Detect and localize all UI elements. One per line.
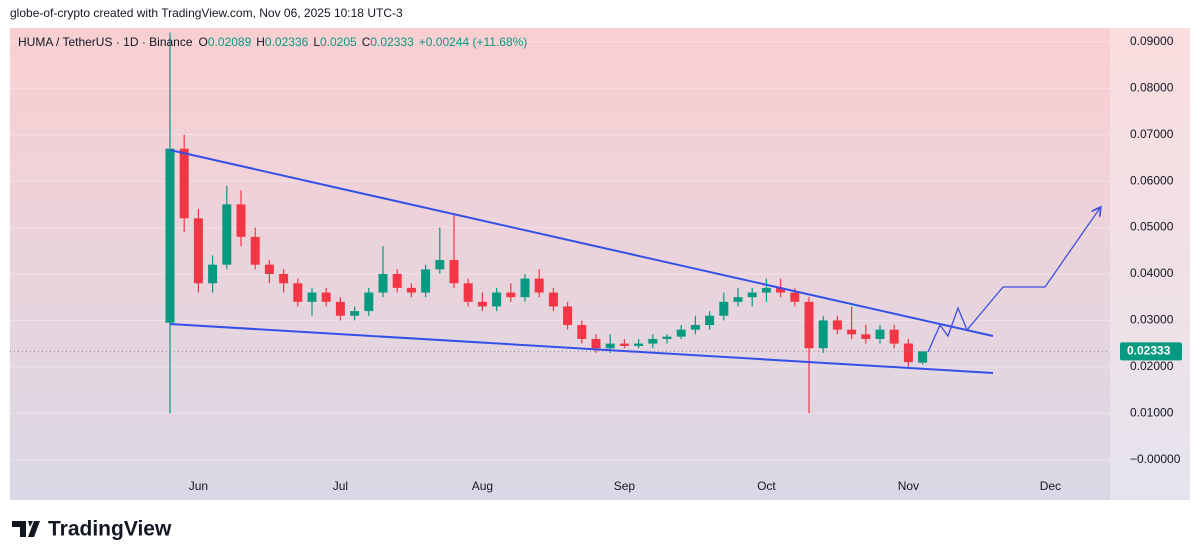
candle-body bbox=[392, 273, 402, 288]
candle-body bbox=[719, 301, 729, 316]
logo-text: TradingView bbox=[48, 518, 172, 541]
last-price-label: 0.02333 bbox=[1127, 344, 1171, 358]
candle-body bbox=[406, 287, 416, 293]
x-tick-label: Dec bbox=[1040, 479, 1061, 493]
candle-body bbox=[364, 292, 374, 312]
candle-body bbox=[208, 264, 218, 284]
y-tick-label: 0.04000 bbox=[1130, 266, 1174, 280]
candle-body bbox=[193, 218, 203, 284]
candle-body bbox=[861, 334, 871, 339]
x-tick-label: Aug bbox=[472, 479, 493, 493]
candle-body bbox=[179, 148, 189, 219]
y-tick-label: 0.06000 bbox=[1130, 173, 1174, 187]
y-tick-label: −0.00000 bbox=[1130, 452, 1181, 466]
candle-body bbox=[548, 292, 558, 307]
candle-body bbox=[307, 292, 317, 302]
candle-body bbox=[449, 260, 459, 284]
candle-body bbox=[690, 325, 700, 330]
ohlc-value: 0.02336 bbox=[265, 35, 309, 49]
ohlc-letter: H bbox=[256, 35, 265, 49]
candle-body bbox=[847, 329, 857, 335]
candle-body bbox=[705, 315, 715, 326]
candle-body bbox=[875, 329, 885, 339]
y-tick-label: 0.02000 bbox=[1130, 359, 1174, 373]
projection-path bbox=[927, 208, 1100, 353]
ohlc-letter: O bbox=[199, 35, 208, 49]
ohlc-letter: C bbox=[362, 35, 371, 49]
candle-body bbox=[279, 273, 289, 284]
y-tick-label: 0.07000 bbox=[1130, 127, 1174, 141]
candle-body bbox=[832, 320, 842, 330]
candle-body bbox=[605, 343, 615, 349]
ohlc-letter: L bbox=[313, 35, 320, 49]
y-tick-label: 0.03000 bbox=[1130, 313, 1174, 327]
candle-body bbox=[648, 338, 658, 344]
y-tick-label: 0.09000 bbox=[1130, 34, 1174, 48]
candle-body bbox=[463, 283, 473, 302]
candle-body bbox=[747, 292, 757, 298]
candle-body bbox=[790, 292, 800, 302]
last-price-tag bbox=[1120, 342, 1182, 361]
candle-body bbox=[520, 278, 530, 298]
candle-body bbox=[889, 329, 899, 344]
ohlc-value: 0.02333 bbox=[370, 35, 414, 49]
candle-body bbox=[761, 287, 771, 293]
candle-body bbox=[264, 264, 274, 274]
candle-body bbox=[350, 311, 360, 316]
candle-body bbox=[903, 343, 913, 363]
candle-body bbox=[662, 336, 672, 339]
plot-area bbox=[10, 28, 1110, 500]
x-tick-label: Sep bbox=[614, 479, 636, 493]
candle-body bbox=[293, 283, 303, 302]
candle-body bbox=[591, 338, 601, 349]
change: +0.00244 (+11.68%) bbox=[419, 35, 528, 49]
symbol: HUMA / TetherUS · 1D · Binance bbox=[18, 35, 193, 49]
candle-body bbox=[335, 301, 345, 316]
candle-body bbox=[222, 204, 232, 265]
candle-body bbox=[236, 204, 246, 237]
candle-body bbox=[435, 260, 445, 270]
x-tick-label: Jul bbox=[333, 479, 348, 493]
upper-trendline bbox=[169, 149, 994, 337]
candle-body bbox=[733, 297, 743, 302]
candle-body bbox=[421, 269, 431, 293]
chart: −0.00000 0.01000 0.02000 0.03000 0.04000 0.05… bbox=[10, 32, 1182, 493]
lower-trendline bbox=[169, 323, 994, 374]
candle-body bbox=[918, 351, 928, 363]
price-axis-area bbox=[1110, 28, 1190, 500]
symbol-header: HUMA / TetherUS · 1D · Binance O0.02089 H0… bbox=[18, 35, 527, 49]
candle-body bbox=[378, 273, 388, 293]
candle-body bbox=[250, 236, 260, 265]
candle-body bbox=[534, 278, 544, 293]
candle-body bbox=[619, 343, 629, 346]
candle-body bbox=[165, 148, 175, 323]
candle-body bbox=[492, 292, 502, 307]
candle-body bbox=[776, 287, 786, 293]
candle-body bbox=[818, 320, 828, 349]
candle-body bbox=[676, 329, 686, 337]
y-tick-label: 0.08000 bbox=[1130, 81, 1174, 95]
watermark: globe-of-crypto created with TradingView… bbox=[10, 6, 403, 20]
candle-body bbox=[804, 301, 814, 349]
x-tick-label: Nov bbox=[898, 479, 919, 493]
ohlc-value: 0.0205 bbox=[320, 35, 357, 49]
ohlc-value: 0.02089 bbox=[208, 35, 252, 49]
logo: TradingView bbox=[12, 518, 172, 541]
y-tick-label: 0.01000 bbox=[1130, 405, 1174, 419]
candle-body bbox=[577, 325, 587, 339]
x-tick-label: Oct bbox=[757, 479, 776, 493]
candle-body bbox=[321, 292, 331, 302]
x-tick-label: Jun bbox=[189, 479, 208, 493]
candle-body bbox=[477, 301, 487, 307]
candle-body bbox=[563, 306, 573, 326]
candle-body bbox=[506, 292, 516, 298]
candle-body bbox=[634, 343, 644, 346]
y-tick-label: 0.05000 bbox=[1130, 220, 1174, 234]
